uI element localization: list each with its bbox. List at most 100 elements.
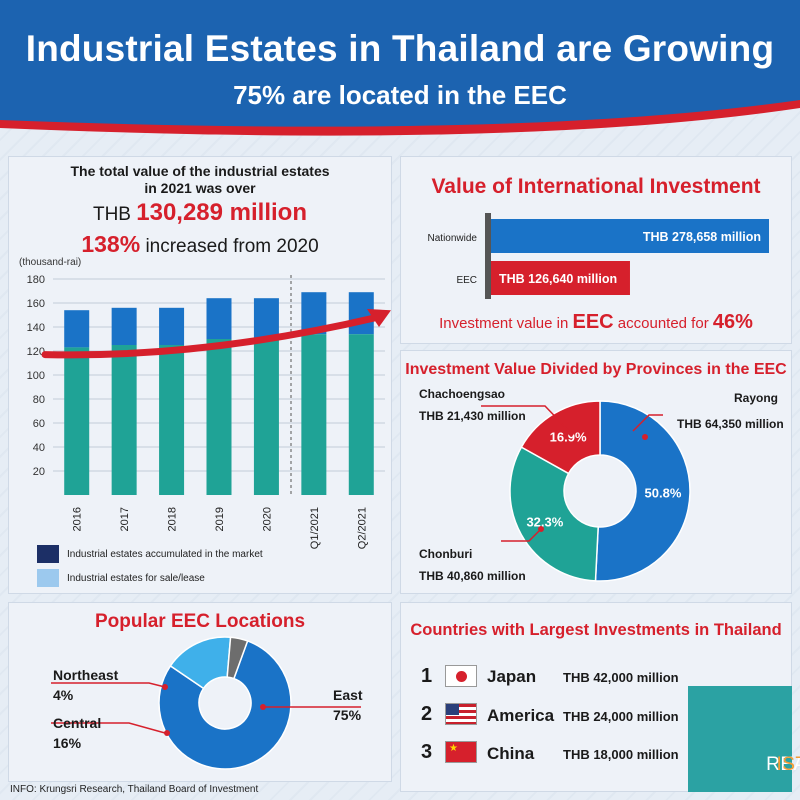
chonburi-value: THB 40,860 million — [419, 569, 526, 583]
leader-rayong — [632, 414, 663, 432]
central-label: Central — [53, 715, 102, 731]
central-percent: 16% — [53, 735, 82, 751]
leader-northeast — [51, 682, 166, 688]
dot-northeast — [162, 684, 168, 690]
total-value-prefix: THB — [92, 204, 131, 225]
intl-note: Investment value in EEC accounted for 46… — [401, 311, 791, 334]
slice-east — [158, 640, 292, 770]
total-caption-line1: The total value of the industrial estate… — [70, 163, 330, 179]
dot-chonburi — [538, 526, 544, 532]
china-flag-icon: ★ — [445, 741, 477, 763]
rank-3: 3 — [421, 741, 433, 763]
bar-accumulated-2018 — [159, 307, 185, 345]
legend-label-accumulated: Industrial estates accumulated in the ma… — [67, 548, 263, 560]
bar-sale-2018 — [159, 345, 185, 495]
label-eec: EEC — [456, 275, 477, 286]
rayong-value: THB 64,350 million — [677, 417, 784, 431]
note-prefix: Investment value in — [439, 315, 569, 332]
page-title: Industrial Estates in Thailand are Growi… — [25, 28, 775, 69]
total-growth: 138% increased from 2020 — [9, 231, 391, 258]
bar-sale-Q1/2021 — [301, 334, 327, 495]
slice-chonburi — [509, 446, 599, 582]
bar-sale-2016 — [64, 347, 90, 495]
country-value-3: THB 18,000 million — [563, 747, 679, 762]
international-investment-panel: Value of International Investment Nation… — [400, 156, 792, 344]
leader-chachoengsao — [481, 405, 572, 434]
northeast-label: Northeast — [53, 667, 119, 683]
locations-title: Popular EEC Locations — [94, 611, 306, 632]
label-nationwide: Nationwide — [428, 233, 478, 244]
bar-accumulated-2016 — [64, 310, 90, 348]
country-name-3: China — [487, 744, 535, 763]
slice-label-chachoengsao: 16.9% — [550, 430, 587, 445]
east-percent: 75% — [333, 707, 362, 723]
x-tick-2016: 2016 — [72, 507, 84, 531]
eec-locations-panel: Popular EEC Locations Northeast 4% Centr… — [8, 602, 392, 782]
total-value: THB 130,289 million — [9, 199, 391, 227]
header-banner — [0, 0, 800, 136]
legend-accumulated: Industrial estates accumulated in the ma… — [37, 545, 263, 563]
y-tick-140: 140 — [27, 322, 45, 334]
usa-flag-icon — [445, 703, 477, 725]
bar-accumulated-2017 — [111, 307, 137, 345]
page-subtitle: 75% are located in the EEC — [233, 80, 567, 110]
total-value-number: 130,289 million — [136, 199, 308, 226]
bar-accumulated-2019 — [206, 298, 232, 339]
bar-sale-2019 — [206, 339, 232, 495]
intl-axis — [485, 213, 491, 299]
country-value-2: THB 24,000 million — [563, 709, 679, 724]
y-tick-100: 100 — [27, 370, 45, 382]
country-value-1: THB 42,000 million — [563, 670, 679, 685]
provinces-panel: Investment Value Divided by Provinces in… — [400, 350, 792, 594]
realist-logo: REALIST — [688, 686, 800, 792]
bar-accumulated-2020 — [253, 298, 279, 339]
bar-eec — [491, 261, 630, 295]
locations-donut-chart — [51, 636, 361, 770]
note-eec: EEC — [572, 311, 614, 333]
legend-swatch-accumulated — [37, 545, 59, 563]
slice-northeast — [226, 636, 249, 680]
legend-sale: Industrial estates for sale/lease — [37, 569, 205, 587]
provinces-donut-chart: 50.8% 32.3% 16.9% — [481, 400, 691, 582]
x-tick-2017: 2017 — [119, 507, 131, 531]
growth-arrow — [41, 313, 381, 359]
chonburi-name: Chonburi — [419, 547, 473, 561]
slice-label-rayong: 50.8% — [645, 486, 682, 501]
slice-label-chonburi: 32.3% — [526, 515, 563, 530]
value-eec: THB 126,640 million — [499, 272, 617, 286]
countries-title: Countries with Largest Investments in Th… — [410, 621, 782, 639]
bar-sale-2017 — [111, 345, 137, 495]
value-nationwide: THB 278,658 million — [643, 230, 761, 244]
estates-bar-chart: 20 40 60 80 100 120 140 160 180 2016 2017 2018 2019 2… — [27, 274, 391, 549]
rank-1: 1 — [421, 665, 433, 687]
growth-text: increased from 2020 — [145, 236, 319, 257]
growth-percent: 138% — [81, 231, 141, 257]
y-tick-60: 60 — [33, 418, 45, 430]
y-tick-160: 160 — [27, 298, 45, 310]
rank-2: 2 — [421, 703, 433, 725]
bar-accumulated-Q2/2021 — [348, 292, 374, 335]
bar-nationwide — [491, 219, 769, 253]
intl-bar-chart: Nationwide EEC THB 278,658 million THB 1… — [428, 213, 769, 299]
x-tick-2020: 2020 — [261, 507, 273, 531]
industrial-estates-panel: The total value of the industrial estate… — [8, 156, 392, 594]
y-tick-40: 40 — [33, 442, 45, 454]
x-tick-Q2/2021: Q2/2021 — [356, 507, 368, 549]
x-tick-Q1/2021: Q1/2021 — [309, 507, 321, 549]
locations-donut-slices — [158, 636, 292, 770]
dot-central — [164, 730, 170, 736]
east-label: East — [333, 687, 363, 703]
slice-chachoengsao — [520, 400, 601, 475]
growth-arrow-head — [367, 309, 391, 327]
x-tick-2018: 2018 — [167, 507, 179, 531]
rayong-name: Rayong — [734, 391, 779, 405]
y-axis-unit: (thousand-rai) — [19, 257, 82, 268]
bar-sale-2020 — [253, 339, 279, 495]
x-tick-2019: 2019 — [214, 507, 226, 531]
slice-rayong — [594, 400, 691, 582]
leader-chonburi — [501, 528, 542, 542]
total-caption-line2: in 2021 was over — [144, 180, 256, 196]
japan-flag-icon — [445, 665, 477, 687]
logo-part-b: IST — [776, 754, 800, 775]
dot-rayong — [642, 434, 648, 440]
